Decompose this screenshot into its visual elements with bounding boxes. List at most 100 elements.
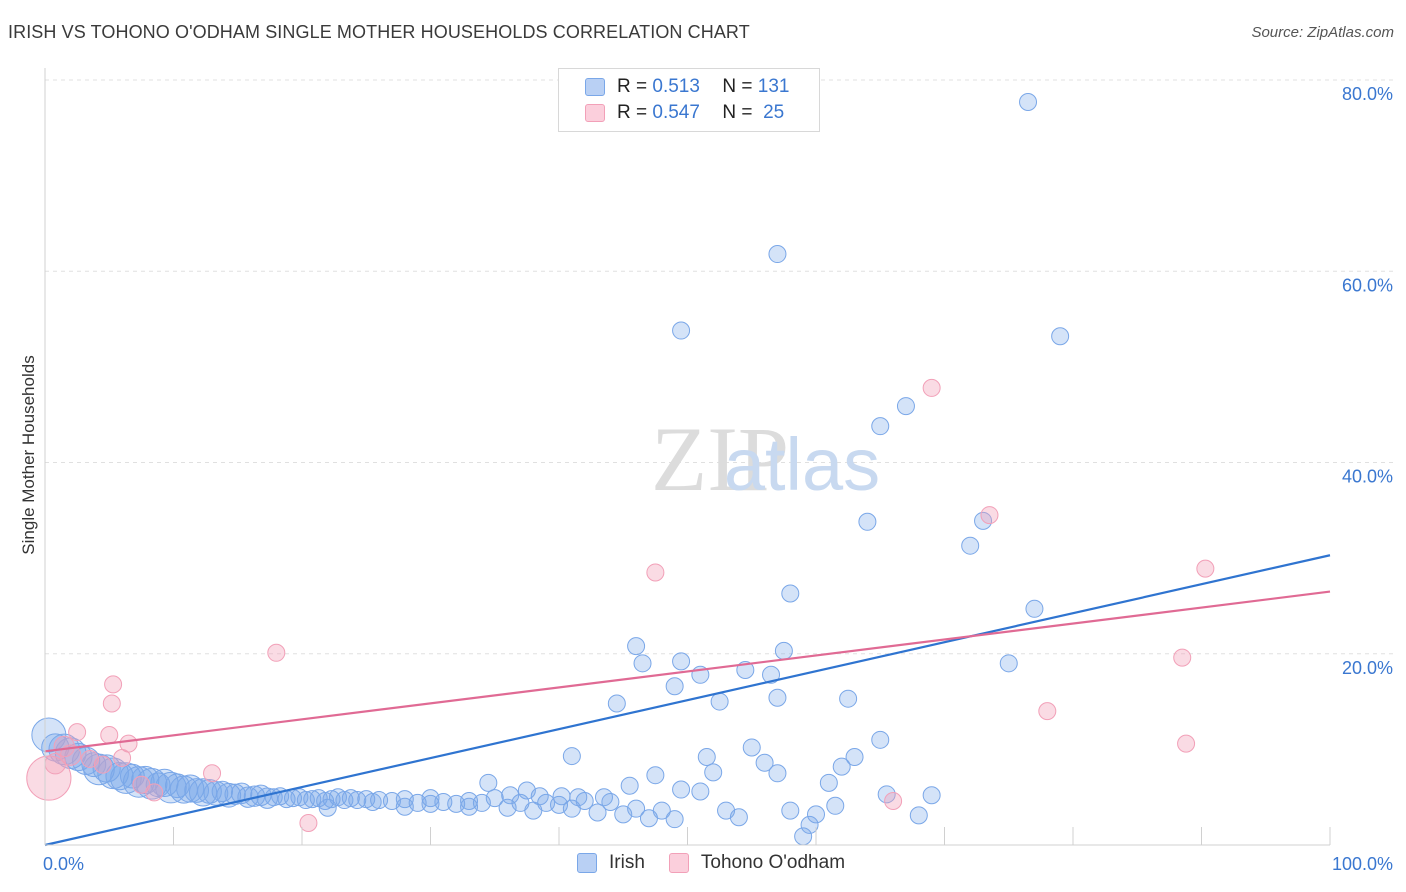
irish-point [999, 654, 1018, 673]
irish-point [607, 694, 626, 713]
x-tick-label: 0.0% [43, 854, 84, 874]
irish-point [909, 806, 928, 825]
tohono-point [980, 506, 999, 525]
legend-swatch-tohono [585, 104, 605, 122]
source-label: Source: ZipAtlas.com [1251, 24, 1394, 41]
irish-point [774, 641, 793, 660]
irish-point [807, 805, 825, 824]
irish-point [781, 801, 800, 820]
series-legend: Irish Tohono O'odham [577, 852, 869, 874]
tohono-point [646, 563, 665, 582]
irish-point [646, 766, 665, 785]
legend-swatch-irish [577, 853, 597, 873]
irish-point [421, 794, 440, 813]
irish-point [184, 778, 210, 803]
irish-point [781, 584, 800, 603]
tohono-point [119, 734, 138, 753]
tohono-point [1038, 702, 1057, 721]
irish-point [768, 245, 787, 264]
irish-point [691, 782, 710, 801]
irish-point [839, 689, 858, 708]
legend-n-label: N = [722, 102, 753, 123]
irish-trend-line [44, 554, 1331, 847]
irish-point [501, 786, 520, 805]
irish-point [1025, 599, 1044, 618]
irish-point [569, 788, 588, 807]
y-tick-label: 20.0% [1342, 658, 1393, 678]
legend-swatch-irish [585, 78, 605, 96]
irish-point [530, 787, 549, 806]
legend-item-irish[interactable]: Irish [577, 852, 645, 874]
legend-row-irish: R = 0.513 N = 131 [585, 75, 789, 99]
tohono-point [267, 643, 286, 662]
legend-swatch-tohono [668, 853, 689, 873]
irish-point [845, 748, 864, 767]
irish-point [348, 791, 367, 810]
tohono-point [145, 783, 164, 802]
tohono-trend-line [44, 590, 1331, 753]
irish-point [627, 637, 646, 656]
y-tick-label: 40.0% [1342, 467, 1393, 487]
data-points [26, 92, 1215, 846]
legend-n-value-tohono: 25 [763, 102, 785, 123]
trend-lines [44, 554, 1331, 847]
irish-point [341, 789, 360, 808]
irish-point [826, 796, 845, 815]
legend-r-label: R = [617, 76, 648, 97]
tohono-point [1173, 648, 1192, 667]
legend-row-tohono: R = 0.547 N = 25 [585, 101, 784, 125]
irish-point [665, 677, 684, 696]
irish-point [552, 787, 571, 806]
irish-point [652, 801, 671, 820]
tohono-point [68, 723, 87, 742]
irish-point [83, 753, 115, 786]
tohono-point [59, 744, 82, 766]
irish-point [832, 757, 851, 776]
irish-point [762, 665, 781, 684]
irish-point [961, 536, 980, 555]
irish-point [672, 321, 691, 340]
irish-point [620, 776, 639, 795]
irish-point [896, 397, 915, 416]
legend-n-label: N = [722, 76, 753, 97]
irish-point [871, 730, 890, 749]
chart-title: IRISH VS TOHONO O'ODHAM SINGLE MOTHER HO… [8, 22, 750, 42]
irish-point [363, 792, 382, 811]
irish-point [395, 797, 414, 816]
tohono-point [102, 694, 121, 713]
tohono-point [203, 764, 222, 783]
irish-point [105, 762, 134, 791]
tohono-point [884, 792, 903, 811]
irish-point [768, 764, 787, 783]
irish-point [92, 754, 121, 783]
irish-point [672, 780, 691, 799]
watermark-zip: ZIP [651, 408, 789, 510]
irish-point [704, 763, 723, 782]
axes: 20.0% 40.0% 60.0% 80.0% 0.0% 100.0% [43, 68, 1393, 874]
irish-point [729, 808, 748, 827]
watermark-atlas: atlas [724, 423, 880, 506]
irish-point [485, 789, 504, 808]
irish-point [322, 790, 341, 809]
irish-point [188, 778, 218, 807]
irish-point [710, 692, 729, 711]
irish-point [203, 780, 229, 806]
irish-point [627, 799, 646, 818]
tohono-point [104, 675, 123, 694]
irish-point [819, 773, 838, 792]
irish-point [800, 815, 819, 834]
irish-point [922, 786, 941, 805]
x-tick-label: 100.0% [1332, 854, 1393, 874]
legend-item-tohono[interactable]: Tohono O'odham [668, 852, 845, 874]
irish-point [562, 747, 581, 766]
legend-label-irish: Irish [609, 852, 645, 873]
correlation-legend: R = 0.513 N = 131 R = 0.547 N = 25 [558, 68, 820, 132]
irish-point [1019, 92, 1038, 111]
legend-n-value-irish: 131 [757, 76, 790, 97]
irish-point [460, 797, 479, 816]
legend-r-label: R = [617, 102, 648, 123]
irish-point [588, 803, 607, 822]
irish-point [131, 765, 160, 795]
irish-point [110, 762, 142, 794]
